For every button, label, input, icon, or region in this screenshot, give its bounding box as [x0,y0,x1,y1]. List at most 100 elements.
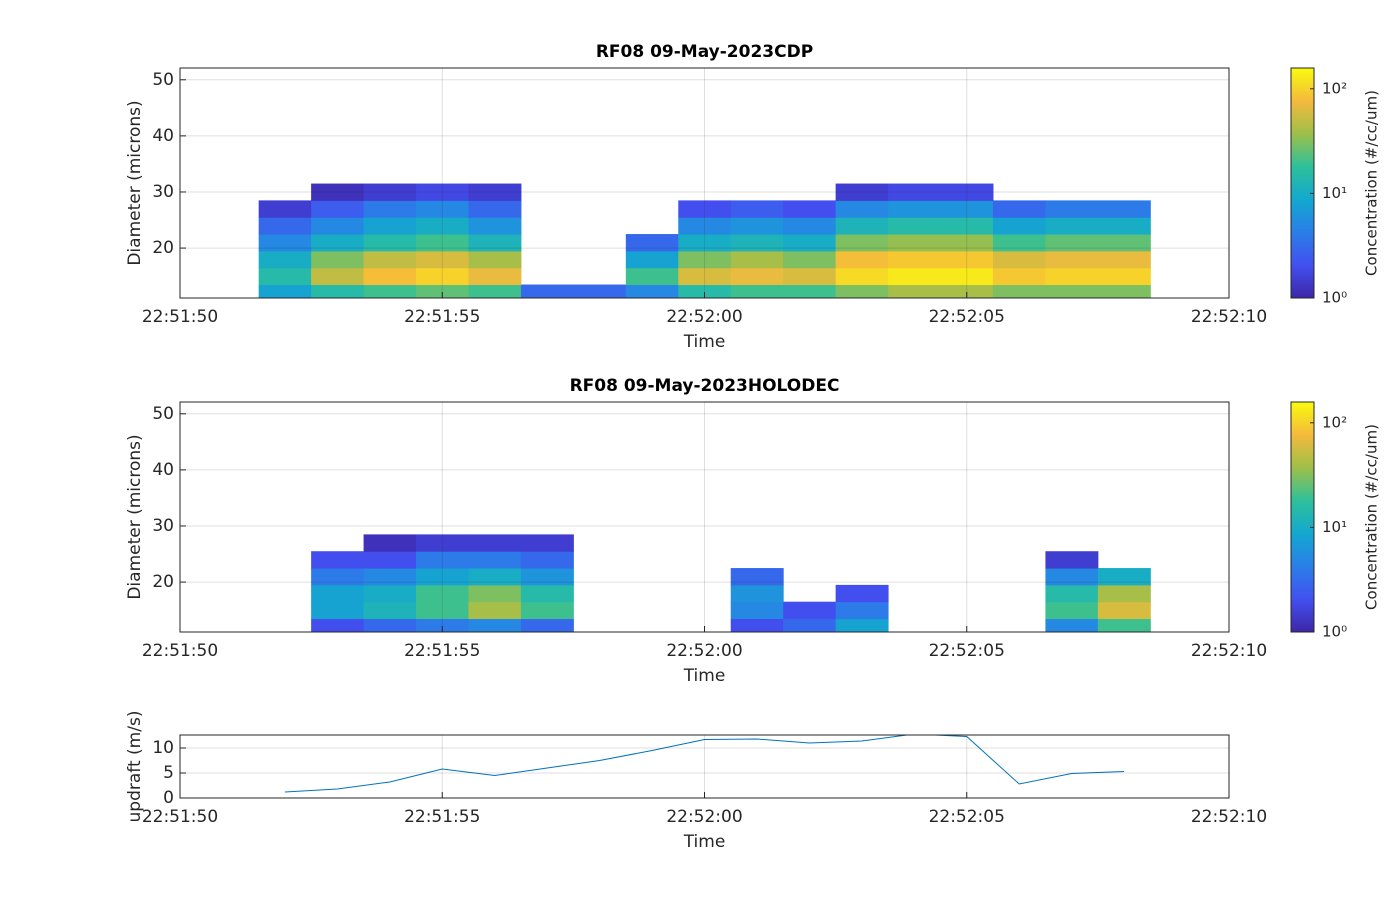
heat-cell [416,250,469,269]
heat-cell [1045,200,1099,218]
heat-cell [468,534,522,552]
heat-cell [416,601,469,620]
heat-cell [625,250,679,269]
heat-cell [730,601,784,620]
heat-cell [625,284,679,298]
heat-cell [311,250,365,269]
heat-cell [992,217,1046,235]
x-tick-label: 22:51:55 [404,307,480,327]
heat-cell [1045,217,1099,235]
heat-cell [678,217,732,235]
heat-cell [258,217,312,235]
y-tick-label: 0 [163,788,174,808]
heat-cell [258,234,312,252]
heat-cell [940,267,994,286]
heat-cell [730,284,784,298]
heat-cell [1045,568,1099,586]
heat-cell [468,200,522,218]
x-tick-label: 22:51:50 [142,807,218,827]
heat-cell [835,267,889,286]
heat-cell [520,534,574,552]
heat-cell [992,250,1046,269]
x-tick-label: 22:52:00 [666,307,742,327]
heat-cell [992,284,1046,298]
heat-cell [363,183,417,201]
heat-cell [258,250,312,269]
heat-cell [416,267,469,286]
heat-cell [363,217,417,235]
heat-cell [311,601,365,620]
heat-cell [678,200,732,218]
heat-cell [311,267,365,286]
y-tick-label: 20 [152,238,174,258]
heat-cell [1045,584,1099,603]
x-tick-label: 22:52:10 [1191,307,1267,327]
y-tick-label: 5 [163,763,174,783]
heat-cell [783,217,837,235]
cb-tick-label: 10⁰ [1322,289,1347,307]
heat-cell [1097,217,1151,235]
heat-cell [835,234,889,252]
heat-cell [992,200,1046,218]
x-tick-label: 22:51:50 [142,307,218,327]
heat-cell [888,267,942,286]
heat-cell [468,618,522,632]
heat-cell [783,267,837,286]
heat-cell [416,217,469,235]
x-tick-label: 22:52:10 [1191,641,1267,661]
x-axis-label: Time [683,666,726,686]
data-layer [284,735,1125,793]
y-tick-label: 30 [152,182,174,202]
heat-cell [835,601,889,620]
heat-cell [940,284,994,298]
chart-title: RF08 09-May-2023HOLODEC [570,376,840,396]
heat-cell [520,584,574,603]
heat-cell [416,284,469,298]
heat-cell [992,267,1046,286]
heat-cell [311,568,365,586]
heat-cell [730,250,784,269]
heat-cell [730,568,784,586]
y-axis-label: Diameter (microns) [125,434,145,599]
heat-cell [363,568,417,586]
data-layer [258,183,1151,298]
heat-cell [311,183,365,201]
heat-cell [311,234,365,252]
heat-cell [1097,234,1151,252]
cb-label: Concentration (#/cc/um) [1363,90,1381,276]
heat-cell [730,618,784,632]
x-tick-label: 22:51:50 [142,641,218,661]
heat-cell [783,234,837,252]
heat-cell [416,618,469,632]
y-tick-label: 40 [152,126,174,146]
heat-cell [940,217,994,235]
heat-cell [363,601,417,620]
heat-cell [625,267,679,286]
heat-cell [363,284,417,298]
heat-cell [1097,618,1151,632]
heat-cell [468,267,522,286]
x-tick-label: 22:52:05 [929,807,1005,827]
heat-cell [783,200,837,218]
heat-cell [258,200,312,218]
heat-cell [311,284,365,298]
heat-cell [1097,200,1151,218]
data-layer [311,534,1151,632]
heat-cell [468,551,522,569]
heat-cell [992,234,1046,252]
heat-cell [468,217,522,235]
heat-cell [1097,584,1151,603]
heat-cell [678,250,732,269]
x-tick-label: 22:52:05 [929,641,1005,661]
heat-cell [888,217,942,235]
axes-box [179,401,1230,633]
heat-cell [888,234,942,252]
heat-cell [363,584,417,603]
heat-cell [730,217,784,235]
heat-cell [678,234,732,252]
heat-cell [258,284,312,298]
heat-cell [1045,601,1099,620]
heat-cell [940,250,994,269]
y-tick-label: 40 [152,460,174,480]
heat-cell [363,534,417,552]
